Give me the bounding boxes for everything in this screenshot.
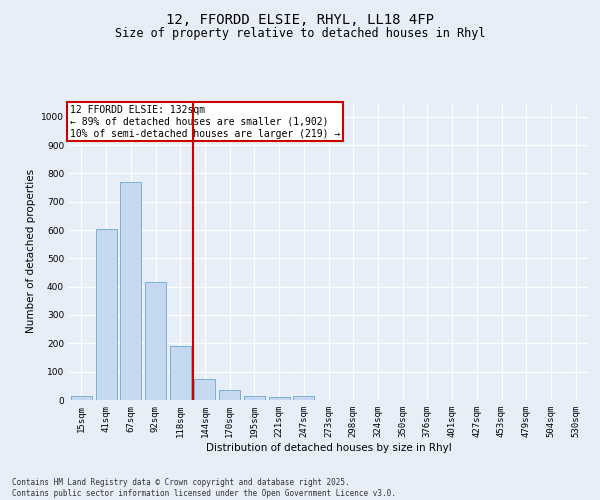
Text: 12 FFORDD ELSIE: 132sqm
← 89% of detached houses are smaller (1,902)
10% of semi: 12 FFORDD ELSIE: 132sqm ← 89% of detache…	[70, 106, 340, 138]
Bar	[120, 182, 141, 400]
Bar	[244, 396, 265, 400]
Bar	[194, 379, 215, 400]
Text: 12, FFORDD ELSIE, RHYL, LL18 4FP: 12, FFORDD ELSIE, RHYL, LL18 4FP	[166, 12, 434, 26]
Bar	[269, 397, 290, 400]
Bar	[170, 346, 191, 400]
Text: Size of property relative to detached houses in Rhyl: Size of property relative to detached ho…	[115, 28, 485, 40]
Bar	[293, 396, 314, 400]
Bar	[71, 396, 92, 400]
Bar	[219, 390, 240, 400]
Bar	[95, 228, 116, 400]
Text: Contains HM Land Registry data © Crown copyright and database right 2025.
Contai: Contains HM Land Registry data © Crown c…	[12, 478, 396, 498]
X-axis label: Distribution of detached houses by size in Rhyl: Distribution of detached houses by size …	[206, 442, 451, 452]
Bar	[145, 282, 166, 400]
Y-axis label: Number of detached properties: Number of detached properties	[26, 169, 35, 334]
